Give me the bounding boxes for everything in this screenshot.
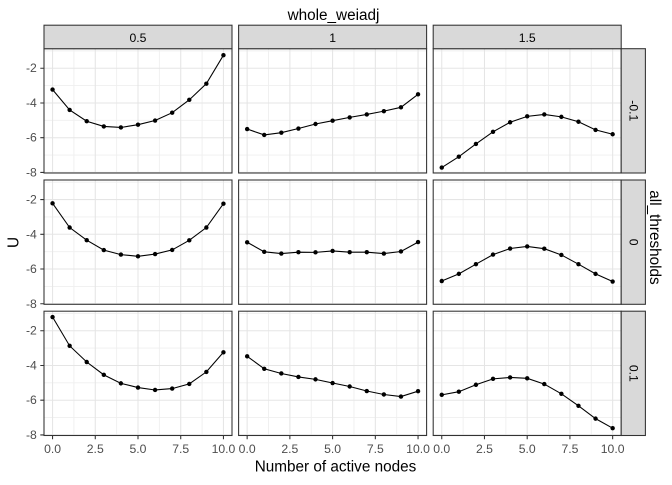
svg-text:0.0: 0.0 (239, 442, 256, 456)
svg-text:all_thresholds: all_thresholds (646, 190, 663, 285)
svg-text:whole_weiadj: whole_weiadj (287, 7, 380, 24)
svg-text:0.1: 0.1 (626, 365, 640, 382)
svg-text:7.5: 7.5 (561, 442, 578, 456)
svg-text:Number of active nodes: Number of active nodes (255, 458, 417, 475)
svg-text:5.0: 5.0 (130, 442, 147, 456)
svg-text:10.0: 10.0 (212, 442, 236, 456)
svg-text:7.5: 7.5 (172, 442, 189, 456)
svg-text:0: 0 (626, 239, 640, 246)
svg-text:2.5: 2.5 (281, 442, 298, 456)
svg-text:-4: -4 (26, 96, 37, 110)
svg-text:5.0: 5.0 (519, 442, 536, 456)
svg-text:-8: -8 (26, 297, 37, 311)
svg-text:-6: -6 (26, 393, 37, 407)
svg-text:-4: -4 (26, 227, 37, 241)
svg-text:-4: -4 (26, 358, 37, 372)
svg-text:0.0: 0.0 (44, 442, 61, 456)
svg-text:-8: -8 (26, 165, 37, 179)
svg-text:U: U (6, 237, 23, 248)
svg-text:1: 1 (329, 31, 336, 45)
svg-text:2.5: 2.5 (476, 442, 493, 456)
svg-text:0.0: 0.0 (433, 442, 450, 456)
svg-text:10.0: 10.0 (406, 442, 430, 456)
svg-text:-6: -6 (26, 131, 37, 145)
svg-text:0.5: 0.5 (130, 31, 147, 45)
svg-text:-2: -2 (26, 324, 37, 338)
svg-text:-2: -2 (26, 61, 37, 75)
svg-text:10.0: 10.0 (601, 442, 625, 456)
svg-text:1.5: 1.5 (519, 31, 536, 45)
svg-text:5.0: 5.0 (324, 442, 341, 456)
svg-text:-6: -6 (26, 262, 37, 276)
svg-text:7.5: 7.5 (367, 442, 384, 456)
svg-text:-8: -8 (26, 428, 37, 442)
svg-text:-0.1: -0.1 (626, 100, 640, 121)
svg-text:-2: -2 (26, 193, 37, 207)
svg-text:2.5: 2.5 (87, 442, 104, 456)
